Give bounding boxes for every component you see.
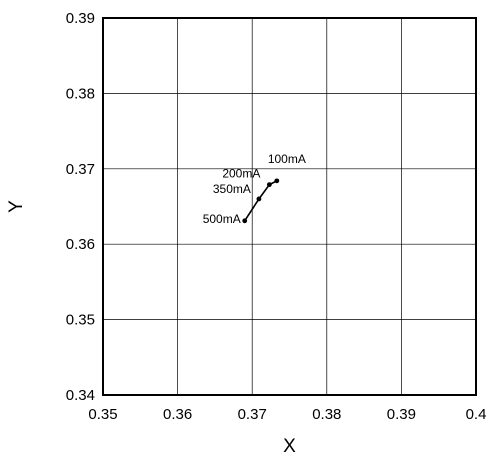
x-tick-label: 0.4 xyxy=(466,406,487,423)
grid-lines xyxy=(103,18,476,395)
series-line xyxy=(244,180,278,222)
y-axis-title: Y xyxy=(6,200,27,213)
data-point xyxy=(266,182,272,188)
y-tick-labels: 0.34 0.35 0.36 0.37 0.38 0.39 xyxy=(66,10,95,404)
x-tick-label: 0.35 xyxy=(88,406,117,423)
data-label: 200mA xyxy=(222,167,260,181)
x-tick-label: 0.39 xyxy=(387,406,416,423)
data-label: 100mA xyxy=(268,152,306,166)
data-label: 350mA xyxy=(213,182,251,196)
data-point xyxy=(256,196,262,202)
y-tick-label: 0.35 xyxy=(66,312,95,329)
x-tick-labels: 0.35 0.36 0.37 0.38 0.39 0.4 xyxy=(88,406,486,423)
y-tick-label: 0.37 xyxy=(66,161,95,178)
series-layer xyxy=(242,178,280,224)
data-point xyxy=(274,178,280,184)
x-tick-label: 0.38 xyxy=(312,406,341,423)
x-axis-title: X xyxy=(283,436,296,457)
y-tick-label: 0.36 xyxy=(66,236,95,253)
plot-frame xyxy=(102,17,477,396)
x-tick-label: 0.36 xyxy=(163,406,192,423)
data-label: 500mA xyxy=(203,212,241,226)
x-tick-label: 0.37 xyxy=(238,406,267,423)
data-point xyxy=(242,218,248,224)
y-tick-label: 0.38 xyxy=(66,85,95,102)
y-tick-label: 0.34 xyxy=(66,387,95,404)
y-tick-label: 0.39 xyxy=(66,10,95,27)
